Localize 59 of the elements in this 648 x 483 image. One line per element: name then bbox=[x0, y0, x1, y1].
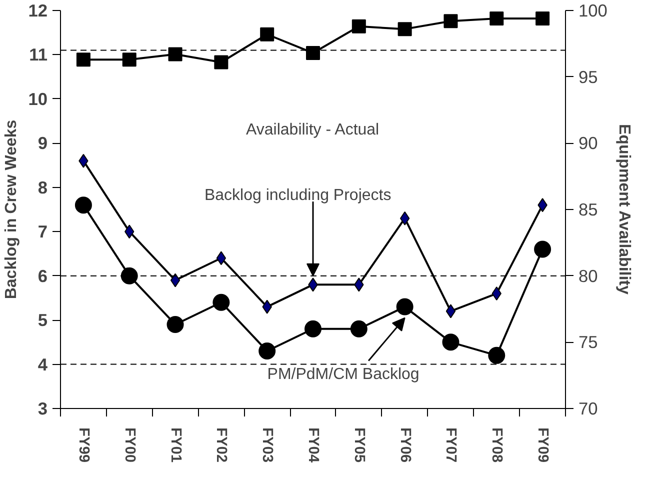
point bbox=[446, 304, 456, 318]
point bbox=[490, 11, 504, 26]
y2-tick-label: 85 bbox=[578, 200, 598, 220]
x-tick-label: FY03 bbox=[259, 428, 276, 463]
point bbox=[304, 320, 322, 338]
y2-axis-title: Equipment Availability bbox=[615, 124, 632, 295]
annotation: Backlog including Projects bbox=[204, 187, 392, 204]
annotation: PM/PdM/CM Backlog bbox=[267, 366, 420, 384]
x-tick-label: FY99 bbox=[75, 428, 92, 463]
y-tick-label: 5 bbox=[38, 310, 48, 330]
x-tick-label: FY08 bbox=[488, 428, 505, 463]
y-tick-label: 8 bbox=[38, 177, 48, 198]
y2-tick-label: 90 bbox=[578, 133, 598, 154]
point bbox=[536, 11, 550, 26]
y2-tick-label: 95 bbox=[578, 66, 598, 87]
point bbox=[168, 47, 182, 62]
y-tick-label: 10 bbox=[28, 88, 48, 109]
y2-tick-label: 70 bbox=[578, 398, 598, 418]
point bbox=[444, 14, 458, 28]
x-tick-label: FY07 bbox=[442, 428, 459, 463]
point bbox=[258, 342, 276, 360]
y-tick-label: 3 bbox=[38, 398, 48, 418]
point bbox=[170, 273, 180, 288]
y2-tick-label: 75 bbox=[578, 332, 598, 352]
point bbox=[534, 240, 552, 258]
y-tick-label: 12 bbox=[28, 0, 48, 20]
y-axis-title: Backlog in Crew Weeks bbox=[3, 120, 20, 300]
x-tick-label: FY04 bbox=[305, 428, 321, 464]
point bbox=[260, 27, 274, 42]
point bbox=[214, 55, 228, 70]
point bbox=[442, 334, 460, 351]
point bbox=[396, 298, 414, 316]
x-tick-label: FY05 bbox=[350, 428, 367, 463]
x-tick-label: FY06 bbox=[396, 428, 413, 463]
point bbox=[212, 294, 230, 311]
point bbox=[400, 211, 410, 226]
point bbox=[120, 267, 138, 284]
point bbox=[306, 46, 320, 60]
x-tick-label: FY00 bbox=[121, 428, 138, 463]
point bbox=[166, 316, 184, 333]
y2-tick-label: 80 bbox=[578, 266, 598, 286]
point bbox=[350, 320, 368, 338]
point bbox=[488, 346, 506, 364]
x-tick-label: FY09 bbox=[534, 428, 551, 463]
x-tick-label: FY01 bbox=[167, 428, 184, 463]
y-tick-label: 4 bbox=[38, 354, 48, 374]
y-tick-label: 6 bbox=[38, 266, 48, 286]
y2-tick-label: 100 bbox=[578, 0, 608, 20]
point bbox=[74, 196, 92, 214]
annotation: Availability - Actual bbox=[246, 121, 380, 138]
point bbox=[122, 52, 136, 67]
point bbox=[398, 22, 412, 36]
point bbox=[216, 251, 226, 266]
x-tick-label: FY02 bbox=[213, 428, 230, 463]
y-tick-label: 11 bbox=[29, 44, 48, 65]
point bbox=[76, 52, 90, 67]
point bbox=[352, 19, 366, 34]
y-tick-label: 7 bbox=[38, 222, 48, 242]
y-tick-label: 9 bbox=[38, 133, 48, 154]
